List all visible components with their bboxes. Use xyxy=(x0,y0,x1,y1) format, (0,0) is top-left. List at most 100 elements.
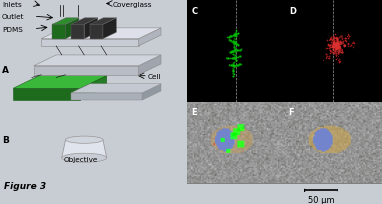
Point xyxy=(334,42,340,46)
Point xyxy=(334,41,340,45)
Point xyxy=(337,60,343,63)
Point xyxy=(335,44,341,47)
Point xyxy=(341,44,347,48)
Point xyxy=(235,44,241,47)
Point xyxy=(320,59,326,62)
Polygon shape xyxy=(66,19,79,40)
Point xyxy=(330,47,337,50)
Point xyxy=(231,46,237,50)
Point xyxy=(342,40,348,43)
Polygon shape xyxy=(34,56,161,67)
Point xyxy=(332,44,338,48)
Point xyxy=(330,47,337,50)
Text: Coverglass: Coverglass xyxy=(112,1,152,8)
Point xyxy=(232,33,238,37)
Point xyxy=(338,41,345,45)
Point xyxy=(228,64,235,67)
Point xyxy=(227,64,233,67)
Point xyxy=(233,32,240,35)
Point xyxy=(337,50,343,53)
Point xyxy=(228,51,234,54)
Point xyxy=(324,55,330,58)
Point xyxy=(228,64,234,67)
Point xyxy=(227,51,233,54)
Point xyxy=(332,47,338,51)
Point xyxy=(327,50,333,54)
Point xyxy=(323,53,329,57)
Point xyxy=(332,46,338,50)
Point xyxy=(226,36,232,39)
Point xyxy=(331,38,337,41)
Point xyxy=(231,65,237,68)
Point xyxy=(338,37,345,40)
Point xyxy=(335,43,342,47)
Point xyxy=(331,44,337,47)
Point xyxy=(327,47,333,50)
Point xyxy=(336,46,342,50)
Point xyxy=(330,45,337,48)
Point xyxy=(228,64,234,67)
Point xyxy=(338,43,344,46)
Point xyxy=(334,41,340,44)
Point xyxy=(327,52,333,55)
Point xyxy=(226,36,232,39)
Point xyxy=(229,64,235,68)
Point xyxy=(327,39,333,42)
Point xyxy=(336,42,342,46)
Point xyxy=(335,43,342,46)
Point xyxy=(223,57,229,60)
Point xyxy=(326,55,332,59)
Point xyxy=(335,48,341,51)
Point xyxy=(323,47,329,51)
Point xyxy=(231,49,237,53)
Point xyxy=(345,33,351,36)
Point xyxy=(332,45,338,48)
Point xyxy=(327,49,333,52)
Point xyxy=(236,63,242,67)
Point xyxy=(334,47,340,50)
Text: C: C xyxy=(192,7,198,16)
Point xyxy=(235,44,241,47)
Point xyxy=(224,36,230,40)
Point xyxy=(329,45,335,48)
Point xyxy=(336,43,342,46)
Point xyxy=(228,51,234,55)
Point xyxy=(330,51,336,54)
Point xyxy=(230,70,236,73)
Point xyxy=(232,42,238,45)
Point xyxy=(335,42,342,45)
Point xyxy=(230,67,236,70)
Point xyxy=(337,47,343,50)
Point xyxy=(230,50,236,53)
Point xyxy=(340,44,346,47)
Point xyxy=(331,52,337,56)
Point xyxy=(230,72,236,75)
Point xyxy=(336,47,342,50)
Point xyxy=(228,35,234,38)
Point xyxy=(346,35,352,38)
Point xyxy=(231,50,237,53)
Point xyxy=(231,57,237,61)
Polygon shape xyxy=(71,93,142,101)
Point xyxy=(232,64,238,68)
Point xyxy=(334,41,340,44)
Point xyxy=(230,41,236,45)
Point xyxy=(232,49,238,53)
Point xyxy=(330,42,336,45)
Point xyxy=(233,49,239,52)
Polygon shape xyxy=(139,56,161,75)
Point xyxy=(334,38,340,41)
Point xyxy=(334,44,340,47)
Point xyxy=(230,62,236,65)
Point xyxy=(233,64,239,67)
Point xyxy=(332,36,338,39)
Point xyxy=(229,50,235,54)
Point xyxy=(228,39,234,43)
Point xyxy=(333,43,340,46)
Point xyxy=(229,51,235,54)
Point xyxy=(328,36,334,39)
Point xyxy=(333,42,340,46)
Text: PDMS: PDMS xyxy=(2,27,23,33)
Point xyxy=(329,39,335,42)
Point xyxy=(333,46,340,50)
